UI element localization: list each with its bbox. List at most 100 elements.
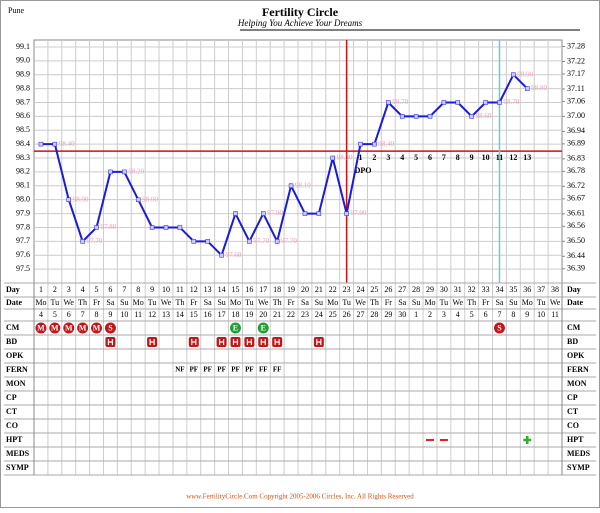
date: 5 <box>470 310 474 319</box>
y-tick-label: 97.6 <box>16 250 30 259</box>
weekday: Su <box>509 298 517 307</box>
row-label: CT <box>567 407 579 416</box>
weekday: Tu <box>537 298 546 307</box>
weekday: Sa <box>106 298 114 307</box>
date: 8 <box>511 310 515 319</box>
weekday: We <box>258 298 269 307</box>
temp-point <box>316 211 322 216</box>
temp-point <box>163 225 169 230</box>
dpo-label: DPO <box>355 166 372 175</box>
row-label: CO <box>6 421 18 430</box>
value-label: 98.20 <box>128 168 144 176</box>
weekday: Tu <box>245 298 254 307</box>
date: 11 <box>551 310 559 319</box>
day-number: 38 <box>551 285 559 294</box>
row-label: Day <box>567 285 581 294</box>
y2-tick-label: 37.28 <box>567 41 585 50</box>
temp-line <box>40 73 528 258</box>
y-tick-label: 98.4 <box>16 139 30 148</box>
cm-letter: M <box>93 323 101 332</box>
weekday: Th <box>467 298 476 307</box>
cm-icon <box>62 321 76 335</box>
temp-point <box>413 114 419 119</box>
day-number: 31 <box>454 285 462 294</box>
temp-point <box>122 169 127 175</box>
fern-text: FF <box>259 366 268 374</box>
weekday: Fr <box>482 298 489 307</box>
value-label: 97.90 <box>267 209 283 217</box>
weekday: Tu <box>342 298 351 307</box>
weekday: Mo <box>230 298 241 307</box>
day-number: 18 <box>273 285 281 294</box>
weekday: Mo <box>327 298 338 307</box>
y2-tick-label: 36.39 <box>567 264 585 273</box>
day-number: 8 <box>136 285 140 294</box>
dpo-number: 12 <box>509 153 517 162</box>
y-tick-label: 99.1 <box>16 42 30 51</box>
cm-icon <box>228 321 242 335</box>
y2-tick-label: 37.22 <box>567 56 585 65</box>
date: 22 <box>287 310 295 319</box>
date: 17 <box>218 310 226 319</box>
day-number: 33 <box>482 285 490 294</box>
y2-tick-label: 37.17 <box>567 69 585 78</box>
value-label: 97.70 <box>87 237 103 245</box>
day-number: 19 <box>287 285 295 294</box>
date: 12 <box>148 310 156 319</box>
y2-tick-label: 37.00 <box>567 111 585 120</box>
day-number: 3 <box>67 285 71 294</box>
row-label: CT <box>6 407 18 416</box>
weekday: Th <box>370 298 379 307</box>
bd-figure <box>232 339 239 345</box>
day-number: 11 <box>176 285 184 294</box>
dpo-number: 5 <box>414 153 418 162</box>
y-tick-label: 97.5 <box>16 264 30 273</box>
temp-point <box>66 197 71 202</box>
date: 19 <box>245 310 253 319</box>
day-number: 17 <box>259 285 267 294</box>
cm-letter: E <box>261 323 266 332</box>
bd-figure <box>274 339 280 345</box>
fern-text: PF <box>245 366 254 374</box>
day-number: 35 <box>509 285 517 294</box>
weekday: We <box>64 298 75 307</box>
weekday: Su <box>315 298 323 307</box>
cm-letter: S <box>108 323 113 332</box>
bd-figure <box>316 339 322 345</box>
location: Pune <box>8 6 24 15</box>
value-label: 98.70 <box>392 98 408 106</box>
dpo-number: 3 <box>386 153 390 162</box>
weekday: Mo <box>35 298 46 307</box>
dpo-number: 1 <box>359 153 363 162</box>
dpo-number: 8 <box>456 153 460 162</box>
date: 7 <box>497 310 501 319</box>
value-label: 97.80 <box>101 223 117 231</box>
day-number: 4 <box>81 285 85 294</box>
fern-text: NF <box>175 366 184 374</box>
cm-icon <box>48 321 62 335</box>
row-label: MEDS <box>6 449 30 458</box>
value-label: 98.90 <box>517 70 533 78</box>
weekday: Th <box>78 298 87 307</box>
row-label: HPT <box>567 435 584 444</box>
day-number: 14 <box>218 285 226 294</box>
temp-point <box>149 225 155 230</box>
date: 10 <box>120 310 128 319</box>
y-tick-label: 97.7 <box>16 236 30 245</box>
dpo-number: 7 <box>442 153 446 162</box>
value-label: 98.00 <box>73 195 89 203</box>
temp-point <box>94 225 99 230</box>
row-label: Day <box>6 285 20 294</box>
y-tick-label: 98.5 <box>16 125 30 134</box>
weekday: Tu <box>440 298 449 307</box>
day-number: 16 <box>245 285 253 294</box>
bd-figure <box>107 339 114 345</box>
value-label: 98.40 <box>378 140 394 148</box>
day-number: 10 <box>162 285 170 294</box>
cm-icon <box>256 321 270 335</box>
day-number: 20 <box>301 285 309 294</box>
day-number: 2 <box>53 285 57 294</box>
day-number: 34 <box>495 285 503 294</box>
temp-point <box>469 114 474 119</box>
